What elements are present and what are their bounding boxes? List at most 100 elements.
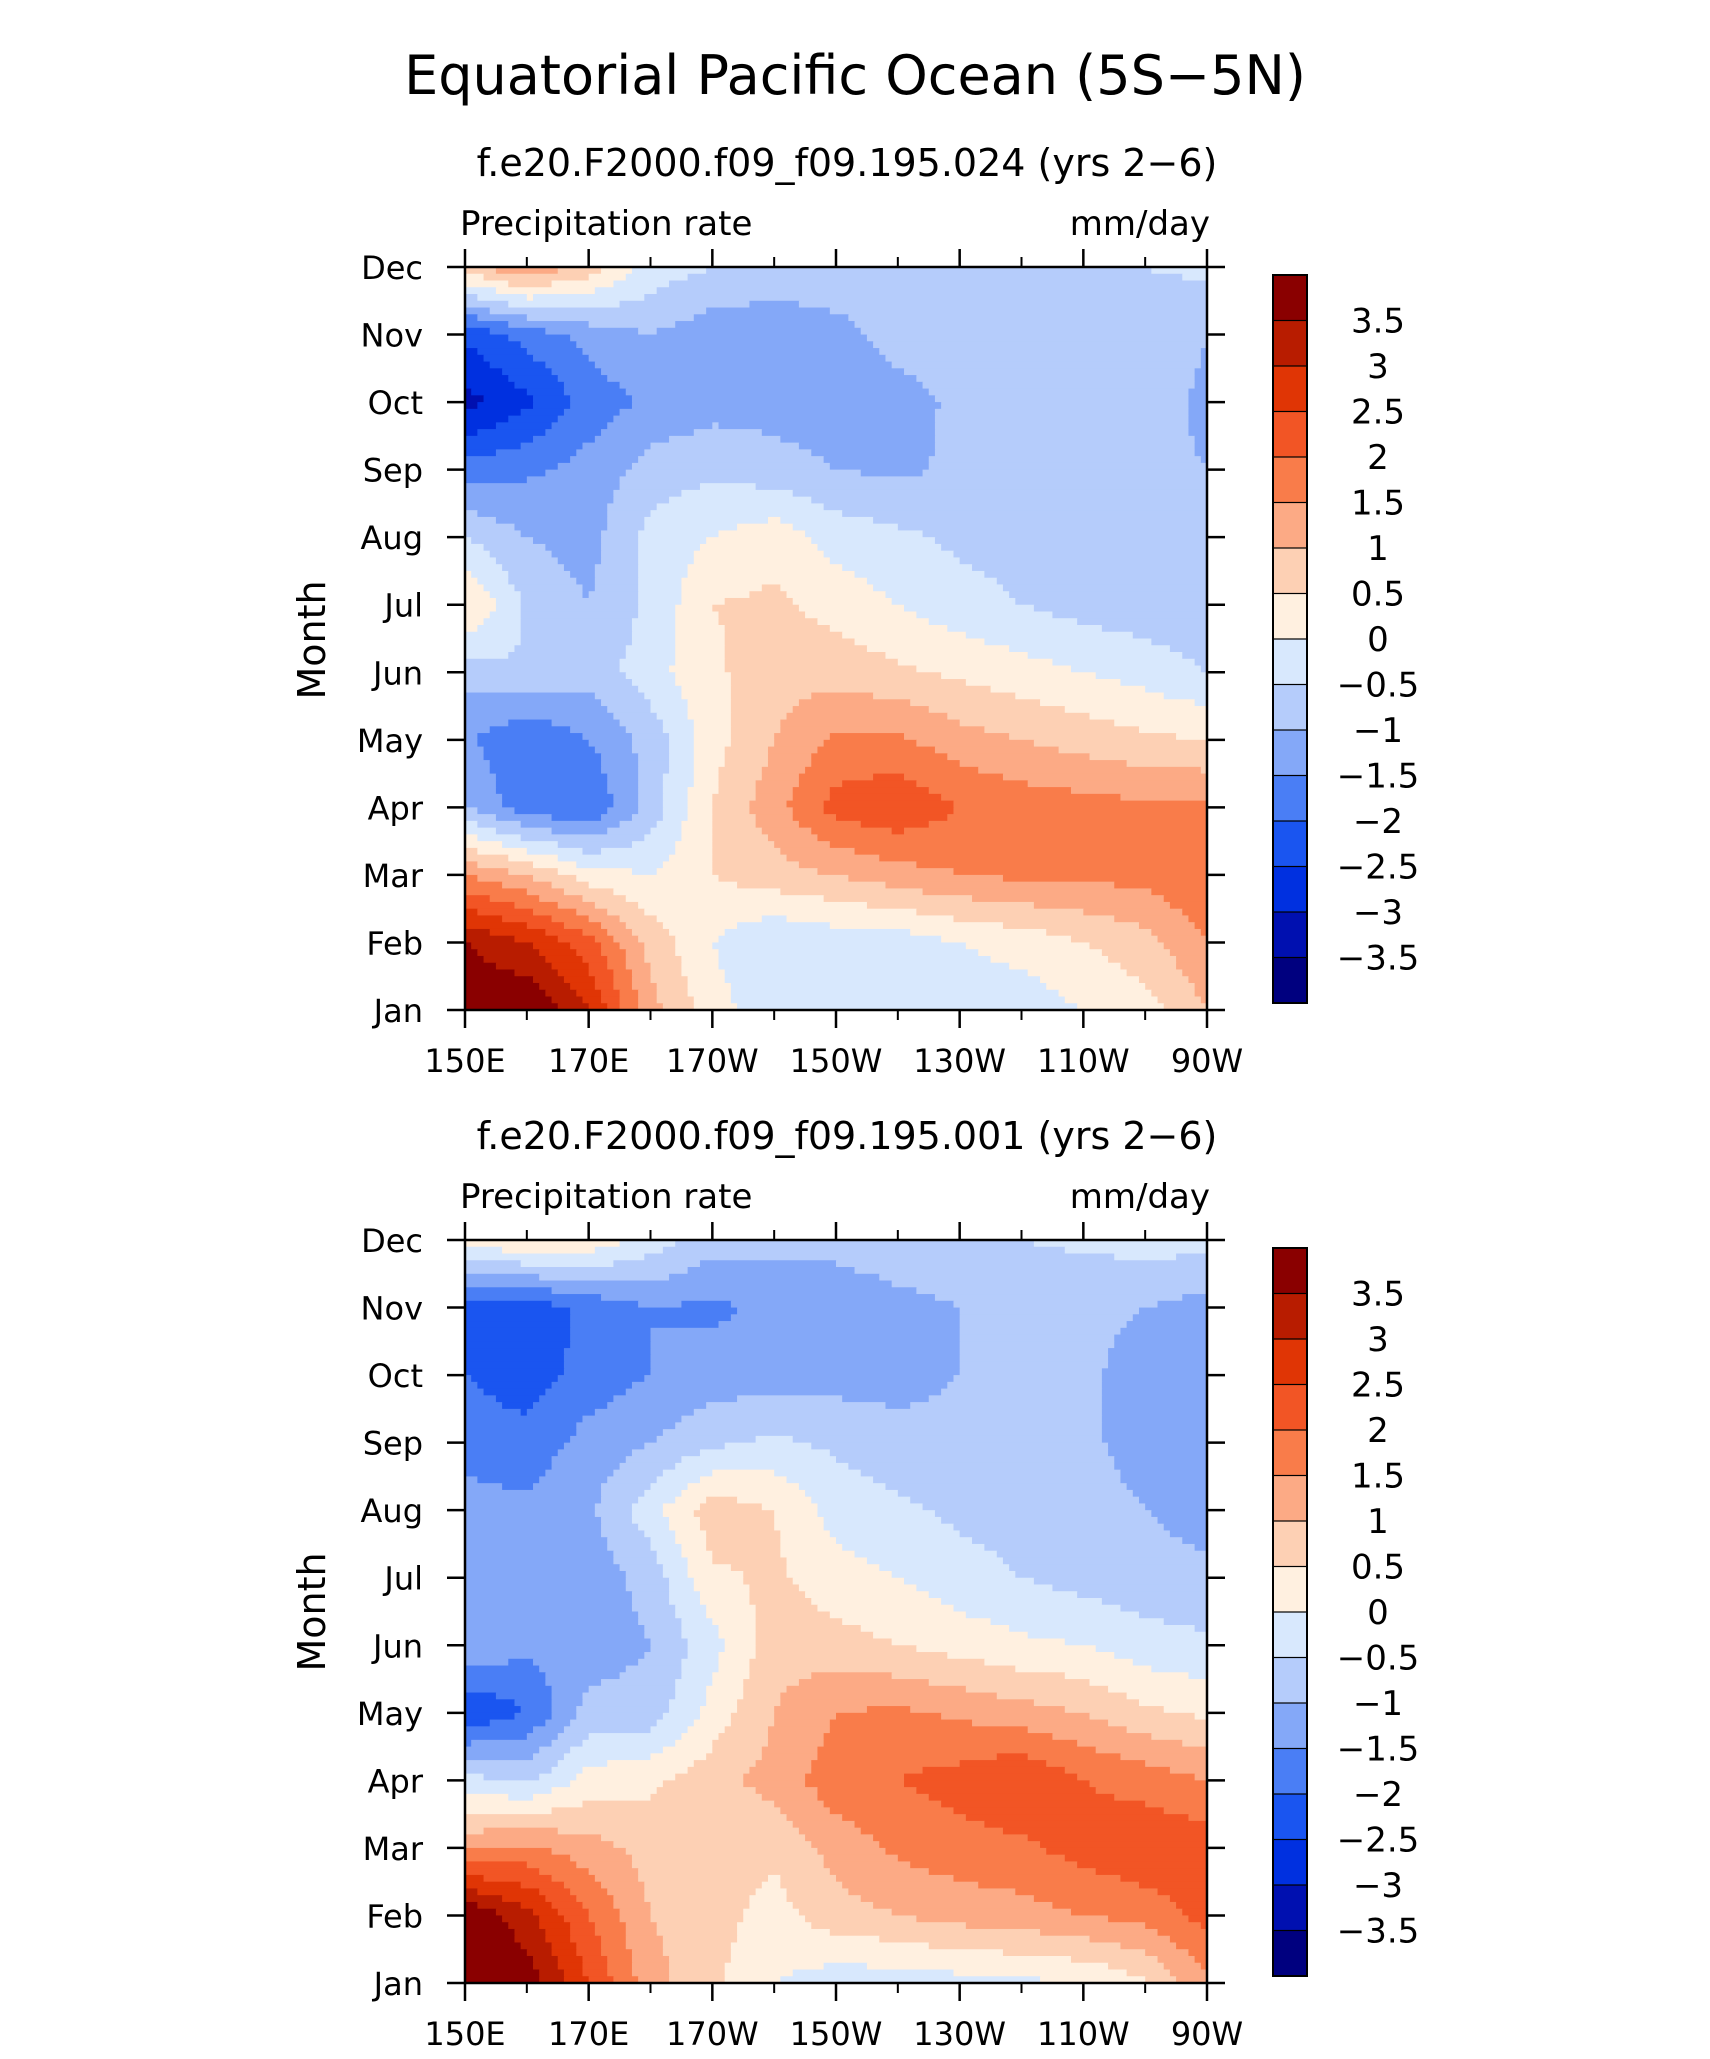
contour-band-cell	[873, 773, 905, 781]
contour-band-cell	[774, 1516, 825, 1525]
contour-band-cell	[619, 1908, 652, 1917]
contour-band-cell	[681, 584, 763, 592]
contour-band-cell	[941, 1597, 1103, 1606]
contour-band-cell	[1126, 1969, 1171, 1977]
contour-band-cell	[533, 402, 571, 410]
contour-band-cell	[675, 942, 713, 950]
contour-band-cell	[465, 618, 485, 626]
contour-band-cell	[601, 1523, 639, 1532]
contour-band-cell	[594, 570, 639, 579]
contour-band-cell	[693, 1719, 732, 1727]
contour-band-cell	[891, 597, 1016, 606]
contour-band-cell	[792, 793, 831, 802]
contour-band-cell	[829, 793, 942, 802]
contour-band-cell	[934, 1510, 1152, 1518]
contour-band-cell	[613, 280, 670, 288]
contour-band-cell	[483, 1827, 559, 1835]
contour-band-cell	[675, 1611, 707, 1619]
contour-band-cell	[582, 1692, 676, 1700]
contour-band-cell	[465, 564, 503, 572]
x-tick-label: 170W	[666, 1042, 759, 1080]
contour-band-cell	[465, 280, 509, 288]
contour-band-cell	[780, 435, 936, 444]
contour-band-cell	[570, 982, 596, 991]
contour-band-cell	[477, 1476, 540, 1484]
contour-band-cell	[829, 922, 1004, 930]
contour-band-cell	[570, 1922, 596, 1930]
contour-band-cell	[465, 1543, 608, 1552]
contour-band-cell	[631, 638, 676, 646]
panel-bottom-units-label: mm/day	[1070, 1177, 1210, 1217]
contour-band-cell	[873, 1834, 1029, 1842]
contour-band-cell	[681, 577, 868, 586]
contour-band-cell	[465, 915, 503, 923]
contour-band-cell	[465, 1706, 522, 1714]
contour-band-cell	[619, 989, 639, 998]
contour-band-cell	[465, 591, 491, 599]
contour-band-cell	[817, 746, 936, 754]
colorbar-label: −3.5	[1337, 1912, 1420, 1952]
contour-band-cell	[1182, 969, 1208, 977]
contour-band-cell	[675, 618, 720, 626]
contour-band-cell	[607, 1888, 645, 1896]
contour-band-cell	[693, 429, 763, 437]
contour-band-cell	[483, 1874, 553, 1883]
contour-band-cell	[842, 1814, 967, 1822]
contour-band-cell	[1126, 969, 1183, 977]
contour-band-cell	[582, 955, 608, 964]
y-tick-label: Jun	[371, 1627, 423, 1665]
contour-band-cell	[854, 1550, 998, 1559]
colorbar-label: −2.5	[1337, 848, 1420, 888]
contour-band-cell	[817, 1746, 1097, 1754]
contour-band-cell	[767, 1726, 831, 1734]
contour-band-cell	[465, 1692, 497, 1700]
contour-band-cell	[551, 368, 602, 376]
contour-band-cell	[508, 300, 621, 309]
contour-band-cell	[638, 1976, 670, 1984]
colorbar-label: −3	[1353, 893, 1403, 933]
contour-band-cell	[811, 827, 893, 835]
contour-band-cell	[1101, 1381, 1208, 1390]
contour-band-cell	[1114, 881, 1208, 890]
contour-band-cell	[866, 1706, 911, 1714]
contour-band-cell	[934, 395, 1190, 403]
contour-band-cell	[644, 1652, 689, 1660]
contour-band-cell	[588, 739, 633, 748]
contour-band-cell	[656, 989, 689, 998]
contour-band-cell	[662, 719, 695, 727]
contour-band-cell	[477, 1901, 522, 1910]
contour-band-cell	[1163, 1706, 1208, 1714]
contour-band-cell	[477, 1381, 553, 1390]
contour-band-cell	[650, 1726, 689, 1734]
contour-band-cell	[681, 827, 713, 835]
contour-band-cell	[465, 267, 497, 275]
contour-band-cell	[545, 1928, 571, 1937]
contour-band-cell	[1200, 348, 1208, 356]
colorbar-swatch	[1272, 1656, 1308, 1704]
contour-band-cell	[1009, 733, 1177, 741]
contour-band-cell	[669, 766, 695, 775]
contour-band-cell	[520, 1706, 553, 1714]
contour-band-cell	[570, 726, 627, 734]
contour-band-cell	[730, 1955, 1072, 1964]
contour-band-cell	[718, 530, 806, 538]
contour-band-cell	[520, 611, 639, 619]
contour-band-cell	[465, 1246, 503, 1255]
contour-band-cell	[897, 523, 1208, 532]
contour-band-cell	[699, 1476, 788, 1484]
contour-band-cell	[465, 1564, 621, 1572]
contour-band-cell	[625, 652, 676, 660]
contour-band-cell	[1089, 1935, 1171, 1944]
contour-band-cell	[879, 854, 1208, 862]
y-tick-label: Dec	[361, 249, 423, 287]
contour-band-cell	[533, 1753, 565, 1761]
contour-band-cell	[662, 800, 689, 808]
contour-band-cell	[1194, 1625, 1208, 1633]
contour-band-cell	[576, 577, 596, 586]
contour-band-cell	[545, 1935, 571, 1944]
contour-band-cell	[465, 706, 608, 714]
contour-band-cell	[786, 1888, 849, 1896]
contour-band-cell	[693, 1408, 1103, 1417]
contour-band-cell	[1114, 1341, 1208, 1349]
contour-band-cell	[699, 1712, 732, 1721]
